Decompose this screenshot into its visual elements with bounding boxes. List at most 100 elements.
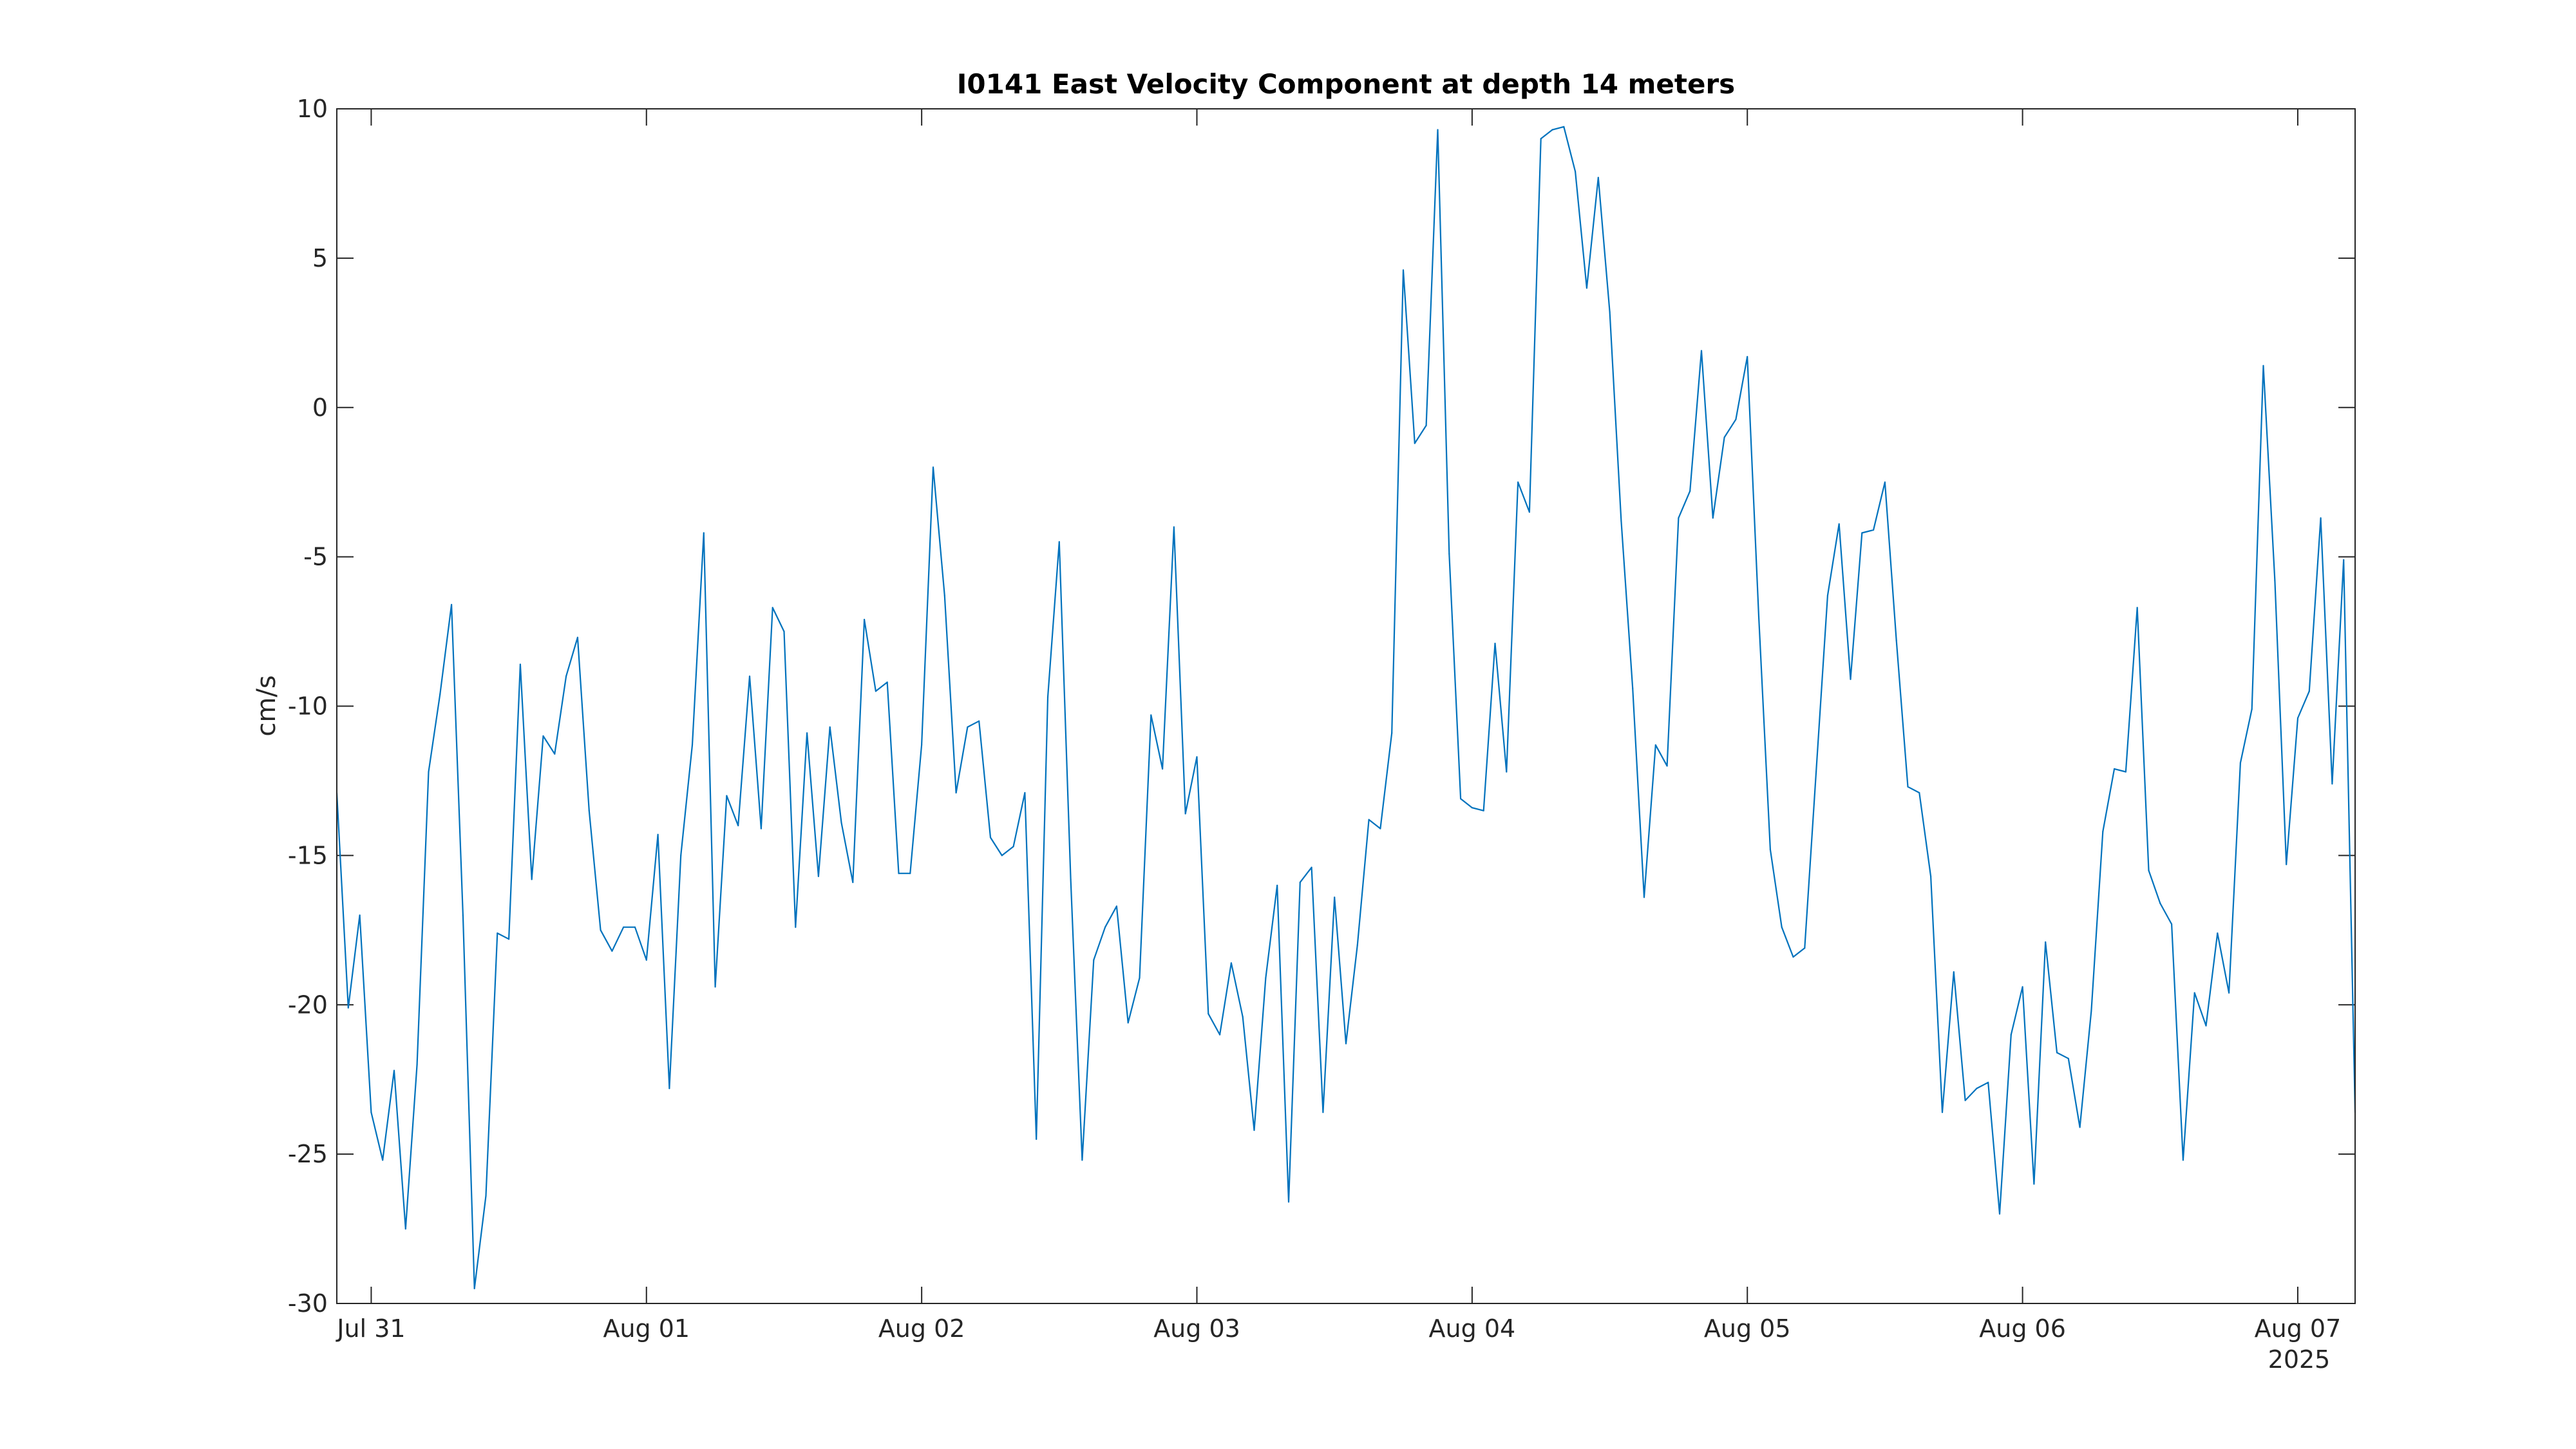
data-point: [1517, 481, 1519, 483]
data-point: [852, 882, 854, 884]
data-point: [1460, 798, 1462, 800]
data-point: [2010, 1034, 2012, 1036]
data-point: [691, 744, 694, 746]
data-point: [1850, 678, 1852, 680]
data-point: [485, 1195, 487, 1197]
data-point: [864, 618, 866, 621]
data-point: [2125, 771, 2126, 773]
x-tick-label: Jul 31: [336, 1314, 405, 1343]
data-point: [1838, 523, 1840, 525]
data-point: [2343, 559, 2345, 561]
data-point: [428, 771, 430, 773]
data-point: [1976, 1088, 1978, 1090]
data-point: [2239, 762, 2241, 764]
data-point: [1747, 355, 1748, 358]
data-point: [565, 676, 567, 677]
data-point: [508, 938, 510, 940]
data-point: [1494, 643, 1496, 645]
data-point: [1070, 878, 1072, 880]
data-point: [1001, 855, 1003, 857]
data-point: [2274, 580, 2276, 582]
y-tick-label: 10: [297, 95, 328, 123]
data-point: [1632, 687, 1634, 689]
data-point: [2171, 923, 2173, 925]
data-point: [1540, 138, 1542, 140]
data-point: [1712, 517, 1714, 519]
data-point: [1425, 424, 1427, 426]
data-point: [1482, 810, 1484, 811]
data-point: [668, 1088, 670, 1090]
x-tick-label: Aug 06: [1979, 1314, 2066, 1343]
data-point: [2286, 864, 2287, 866]
data-point: [1311, 866, 1312, 868]
data-point: [1723, 437, 1725, 439]
data-point: [576, 636, 579, 638]
data-point: [1609, 311, 1611, 313]
data-point: [1402, 269, 1405, 271]
data-point: [1551, 129, 1553, 131]
data-point: [795, 926, 797, 928]
data-point: [2067, 1057, 2069, 1059]
data-point: [1930, 875, 1932, 877]
data-point: [806, 732, 808, 734]
axes-background: [337, 109, 2355, 1303]
data-point: [623, 926, 625, 928]
data-point: [1953, 971, 1955, 973]
data-point: [439, 693, 441, 695]
data-point: [2217, 932, 2219, 934]
data-point: [657, 833, 659, 835]
data-point: [1345, 1043, 1347, 1045]
data-point: [680, 855, 682, 857]
data-point: [1448, 553, 1450, 555]
data-point: [1276, 884, 1278, 886]
data-point: [531, 878, 533, 880]
data-point: [2114, 768, 2116, 770]
data-point: [748, 676, 751, 677]
y-tick-label: -20: [288, 990, 328, 1019]
data-point: [2159, 902, 2161, 904]
data-point: [497, 932, 498, 934]
data-point: [886, 681, 888, 683]
data-point: [1287, 1201, 1290, 1203]
data-point: [2033, 1183, 2035, 1185]
data-point: [921, 744, 923, 746]
data-point: [1379, 828, 1381, 829]
data-point: [1769, 849, 1771, 851]
data-point: [1689, 490, 1691, 492]
y-axis-ticks: 10 5 0 -5 -10 -15 -20 -25 -30: [288, 95, 2355, 1318]
y-tick-label: -10: [288, 692, 328, 721]
data-point: [1196, 756, 1198, 758]
data-point: [817, 875, 819, 877]
data-point: [943, 594, 945, 597]
data-point: [1356, 944, 1358, 946]
data-point: [1907, 786, 1909, 788]
data-point: [1012, 846, 1014, 848]
data-point: [2102, 831, 2104, 833]
data-point: [1208, 1013, 1209, 1015]
data-point: [1873, 529, 1875, 531]
data-point: [1781, 926, 1783, 928]
data-point: [588, 810, 590, 811]
data-point: [1804, 947, 1806, 949]
x-tick-label: Aug 07: [2255, 1314, 2342, 1343]
data-point: [1666, 765, 1668, 767]
data-point: [1334, 896, 1336, 898]
data-point: [772, 607, 773, 609]
data-point: [542, 735, 544, 737]
x-tick-label: Aug 05: [1704, 1314, 1791, 1343]
data-point: [1081, 1159, 1083, 1161]
data-point: [645, 959, 647, 961]
data-point: [1322, 1112, 1324, 1113]
data-point: [2193, 992, 2195, 994]
data-point: [2148, 869, 2150, 871]
data-point: [2308, 690, 2310, 692]
data-point: [1036, 1138, 1037, 1140]
data-point: [829, 726, 831, 728]
data-point: [1253, 1129, 1255, 1132]
data-point: [875, 690, 876, 692]
data-point: [451, 603, 453, 605]
data-point: [1046, 696, 1049, 698]
data-point: [634, 926, 636, 928]
data-point: [1173, 526, 1175, 528]
